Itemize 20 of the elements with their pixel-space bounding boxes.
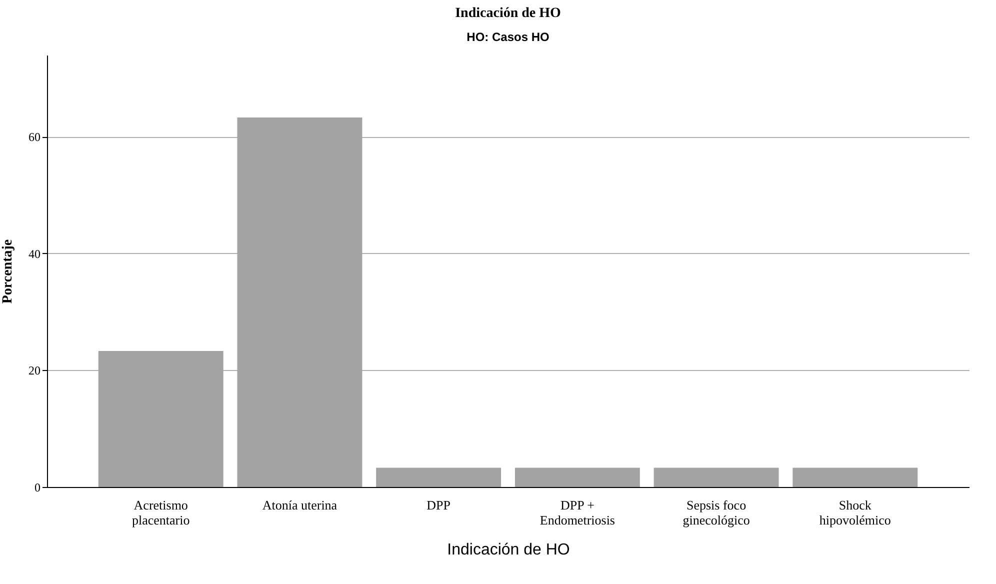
x-tick-label: Shock hipovolémico [819, 498, 891, 528]
chart-title: Indicación de HO [455, 6, 562, 21]
bar [98, 350, 224, 487]
x-tick-label: Atonía uterina [262, 498, 338, 512]
bar [792, 468, 918, 487]
y-tick-label: 0 [34, 480, 40, 494]
chart-subtitle: HO: Casos HO [466, 30, 550, 44]
y-tick-label: 60 [28, 130, 40, 144]
y-tick-label: 40 [28, 246, 40, 261]
bar [237, 117, 362, 487]
y-tick-label: 20 [28, 364, 40, 378]
x-tick-label: DPP [426, 498, 450, 512]
x-axis-title: Indicación de HO [447, 542, 570, 558]
x-tick-label: DPP + Endometriosis [540, 498, 615, 528]
x-tick-label: Acretismo placentario [132, 498, 190, 528]
y-axis-title: Porcentaje [0, 239, 16, 304]
bar [514, 468, 640, 487]
bar [654, 468, 779, 487]
x-tick-label: Sepsis foco ginecológico [682, 498, 750, 528]
bar [376, 468, 502, 487]
